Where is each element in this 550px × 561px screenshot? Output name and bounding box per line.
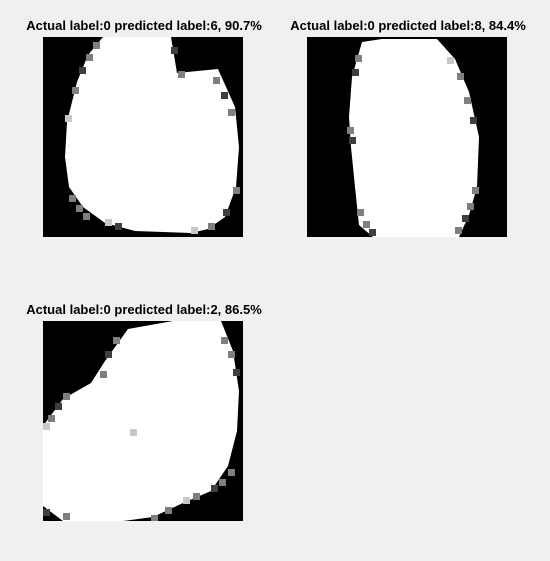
figure-3-image: [43, 321, 243, 521]
figure-1-title: Actual label:0 predicted label:6, 90.7%: [26, 18, 262, 33]
figure-1-image: [43, 37, 243, 237]
figure-3-title: Actual label:0 predicted label:2, 86.5%: [26, 302, 262, 317]
figure-2-title: Actual label:0 predicted label:8, 84.4%: [290, 18, 526, 33]
figure-2-image: [307, 37, 507, 237]
